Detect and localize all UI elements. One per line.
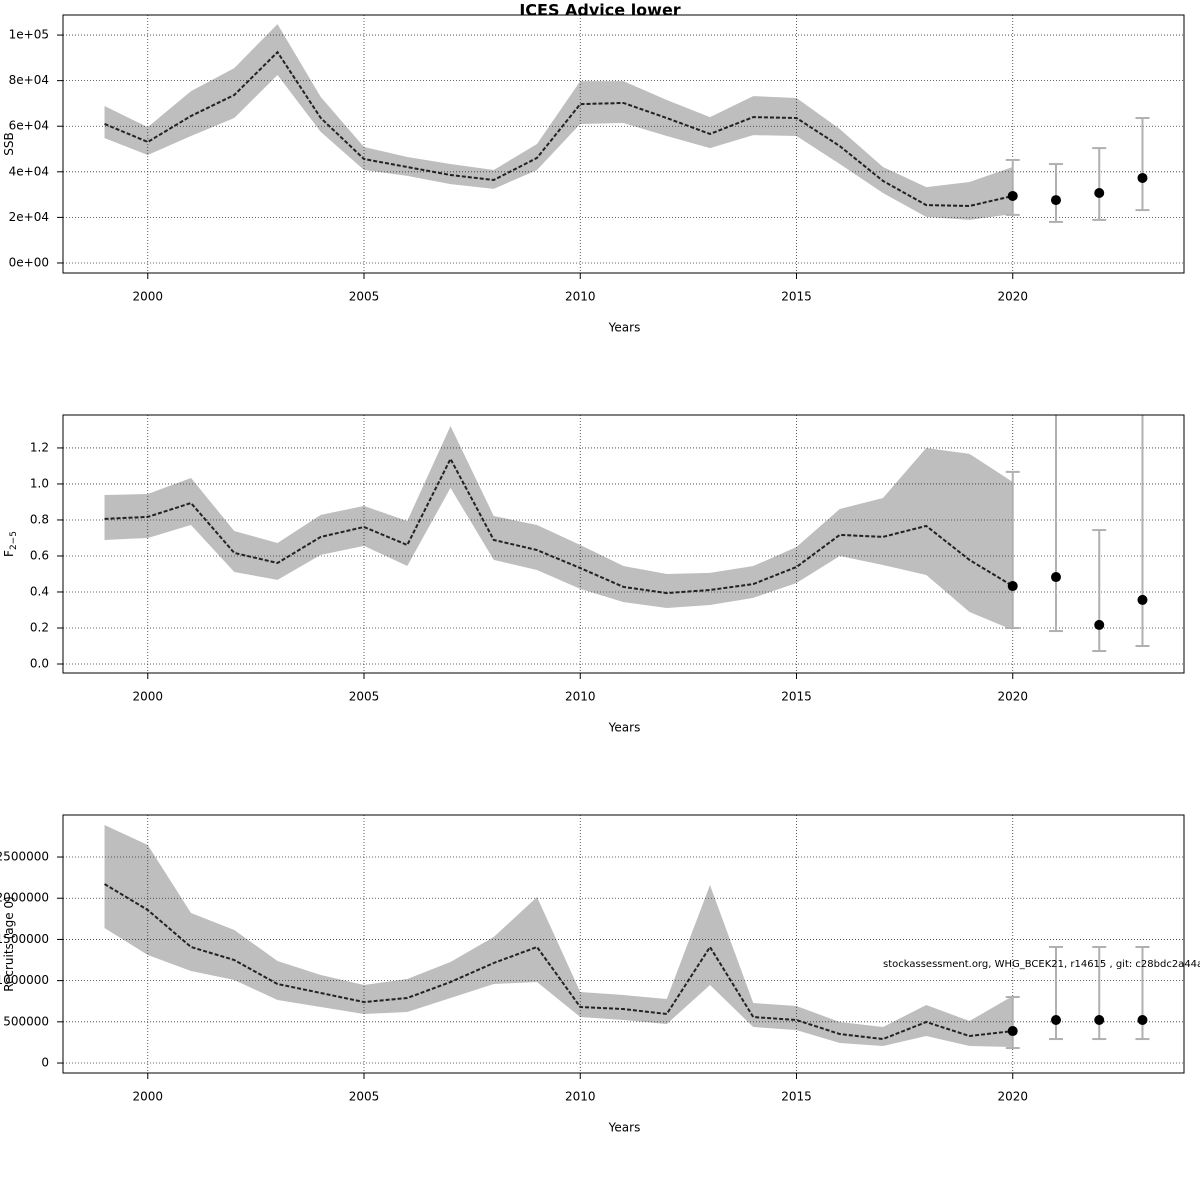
y-axis-label: Recruits (age 0): [2, 896, 16, 992]
error-bar: [1048, 415, 1063, 633]
x-tick-label: 2000: [132, 690, 163, 704]
plot-area: [63, 815, 1184, 1073]
forecast-point: [1007, 190, 1018, 201]
y-tick-label: 4e+04: [9, 164, 49, 178]
x-tick-label: 2010: [565, 690, 596, 704]
forecast-point: [1050, 1015, 1061, 1026]
y-axis-label-sub: 2−5: [9, 531, 19, 550]
x-tick-label: 2020: [997, 690, 1028, 704]
plot-frame: [62, 14, 1185, 274]
y-tick-label: 0.4: [30, 584, 49, 598]
chart-title: ICES Advice lower: [519, 1, 680, 20]
x-tick-label: 2015: [781, 290, 812, 304]
plot-frame: [62, 814, 1185, 1074]
x-tick-label: 2005: [349, 290, 380, 304]
y-tick-label: 0: [41, 1056, 49, 1070]
y-tick-label: 1.2: [30, 440, 49, 454]
x-axis-label: Years: [608, 321, 641, 335]
error-bar: [1135, 117, 1150, 212]
x-tick-label: 2005: [349, 1090, 380, 1104]
error-bar: [1092, 147, 1107, 221]
y-tick-label: 8e+04: [9, 73, 49, 87]
x-tick-label: 2015: [781, 690, 812, 704]
estimate-line: [104, 883, 1013, 1041]
forecast-point: [1137, 594, 1148, 605]
y-tick-label: 0.8: [30, 512, 49, 526]
x-tick-label: 2010: [565, 1090, 596, 1104]
forecast-point: [1050, 195, 1061, 206]
y-tick-label: 0.6: [30, 548, 49, 562]
y-axis-label: SSB: [2, 132, 16, 155]
error-bar: [1048, 163, 1063, 223]
y-tick-label: 1500000: [0, 932, 49, 946]
plot-area: [63, 15, 1184, 273]
x-tick-label: 2005: [349, 690, 380, 704]
x-tick-label: 2020: [997, 290, 1028, 304]
y-axis-label-main: Recruits (age 0): [2, 896, 16, 992]
y-tick-label: 2500000: [0, 850, 49, 864]
y-axis-label-main: F: [2, 550, 16, 557]
x-tick-label: 2015: [781, 1090, 812, 1104]
y-tick-label: 0e+00: [9, 255, 49, 269]
x-tick-label: 2000: [132, 1090, 163, 1104]
forecast-point: [1137, 172, 1148, 183]
y-tick-label: 2e+04: [9, 210, 49, 224]
y-tick-label: 1000000: [0, 973, 49, 987]
y-tick-label: 500000: [3, 1014, 49, 1028]
x-axis-label: Years: [608, 1121, 641, 1135]
estimate-line: [104, 456, 1014, 595]
plot-area: [63, 415, 1184, 673]
x-tick-label: 2010: [565, 290, 596, 304]
y-axis-label: F2−5: [2, 531, 19, 557]
forecast-point: [1007, 581, 1018, 592]
forecast-point: [1007, 1026, 1018, 1037]
error-bar: [1092, 529, 1107, 653]
error-bar: [1005, 158, 1020, 216]
forecast-point: [1137, 1015, 1148, 1026]
x-axis-label: Years: [608, 721, 641, 735]
annotation: stockassessment.org, WHG_BCEK21, r14615 …: [883, 959, 1200, 970]
y-tick-label: 1.0: [30, 476, 49, 490]
y-tick-label: 0.2: [30, 620, 49, 634]
forecast-point: [1094, 188, 1105, 199]
plot-frame: [62, 414, 1185, 674]
x-tick-label: 2000: [132, 290, 163, 304]
estimate-line: [104, 50, 1013, 207]
y-tick-label: 0.0: [30, 656, 49, 670]
error-bar: [1005, 470, 1020, 629]
forecast-point: [1094, 1015, 1105, 1026]
y-tick-label: 6e+04: [9, 119, 49, 133]
y-tick-label: 1e+05: [9, 28, 49, 42]
confidence-band: [104, 24, 1013, 220]
y-tick-label: 2000000: [0, 891, 49, 905]
forecast-point: [1050, 572, 1061, 583]
y-axis-label-main: SSB: [2, 132, 16, 155]
forecast-point: [1094, 619, 1105, 630]
x-tick-label: 2020: [997, 1090, 1028, 1104]
confidence-band: [104, 825, 1013, 1048]
confidence-band: [104, 425, 1013, 630]
error-bar: [1005, 996, 1020, 1050]
